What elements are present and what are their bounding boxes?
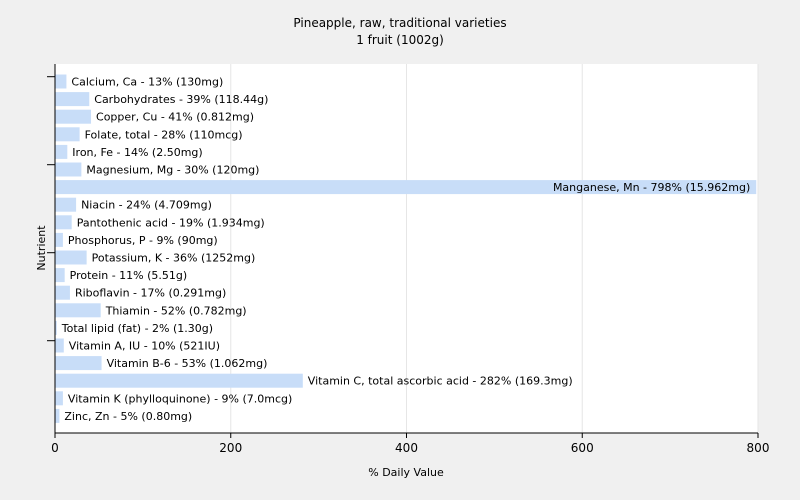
bar: [55, 338, 64, 353]
chart-subtitle: 1 fruit (1002g): [356, 33, 444, 47]
bar-label: Phosphorus, P - 9% (90mg): [68, 234, 218, 247]
bar: [55, 92, 90, 107]
bar: [55, 180, 757, 195]
bar-label: Copper, Cu - 41% (0.812mg): [96, 111, 254, 124]
bar-label: Niacin - 24% (4.709mg): [81, 199, 212, 212]
bar: [55, 285, 70, 300]
x-tick-label: 600: [571, 441, 594, 455]
bar: [55, 197, 77, 212]
bar-label: Folate, total - 28% (110mcg): [85, 128, 243, 141]
bar: [55, 215, 72, 230]
bar: [55, 74, 67, 89]
bar-label: Thiamin - 52% (0.782mg): [105, 304, 247, 317]
bar: [55, 162, 82, 177]
x-tick-label: 0: [51, 441, 59, 455]
bar: [55, 250, 87, 265]
bars: Calcium, Ca - 13% (130mg) Carbohydrates -…: [55, 74, 757, 423]
bar-label: Manganese, Mn - 798% (15.962mg): [553, 181, 750, 194]
bar-label: Protein - 11% (5.51g): [70, 269, 188, 282]
bar: [55, 373, 303, 388]
bar: [55, 303, 101, 318]
bar-label: Vitamin K (phylloquinone) - 9% (7.0mcg): [68, 392, 292, 405]
bar: [55, 127, 80, 142]
bar: [55, 408, 60, 423]
bar-label: Zinc, Zn - 5% (0.80mg): [64, 410, 192, 423]
bar: [55, 109, 92, 124]
x-tick-label: 400: [395, 441, 418, 455]
bar-label: Pantothenic acid - 19% (1.934mg): [77, 216, 265, 229]
x-tick-label: 800: [747, 441, 770, 455]
x-axis-label: % Daily Value: [368, 466, 444, 479]
bar-label: Riboflavin - 17% (0.291mg): [75, 287, 226, 300]
bar-label: Vitamin B-6 - 53% (1.062mg): [107, 357, 268, 370]
y-axis-label: Nutrient: [35, 225, 48, 271]
bar: [55, 391, 63, 406]
x-tick-label: 200: [219, 441, 242, 455]
bar-label: Vitamin C, total ascorbic acid - 282% (1…: [308, 375, 573, 388]
bar: [55, 268, 65, 283]
grid-lines: [230, 64, 759, 433]
bar: [55, 232, 63, 247]
axes: 0 200 400 600 800: [47, 64, 769, 455]
bar-label: Vitamin A, IU - 10% (521IU): [69, 340, 220, 353]
bar-label: Iron, Fe - 14% (2.50mg): [72, 146, 202, 159]
bar: [55, 144, 68, 159]
chart-title: Pineapple, raw, traditional varieties: [293, 16, 506, 30]
bar-label: Total lipid (fat) - 2% (1.30g): [61, 322, 213, 335]
bar-label: Potassium, K - 36% (1252mg): [92, 252, 256, 265]
bar-label: Magnesium, Mg - 30% (120mg): [86, 164, 259, 177]
bar: [55, 356, 102, 371]
bar-label: Carbohydrates - 39% (118.44g): [94, 93, 268, 106]
bar: [55, 320, 57, 335]
bar-label: Calcium, Ca - 13% (130mg): [71, 76, 223, 89]
